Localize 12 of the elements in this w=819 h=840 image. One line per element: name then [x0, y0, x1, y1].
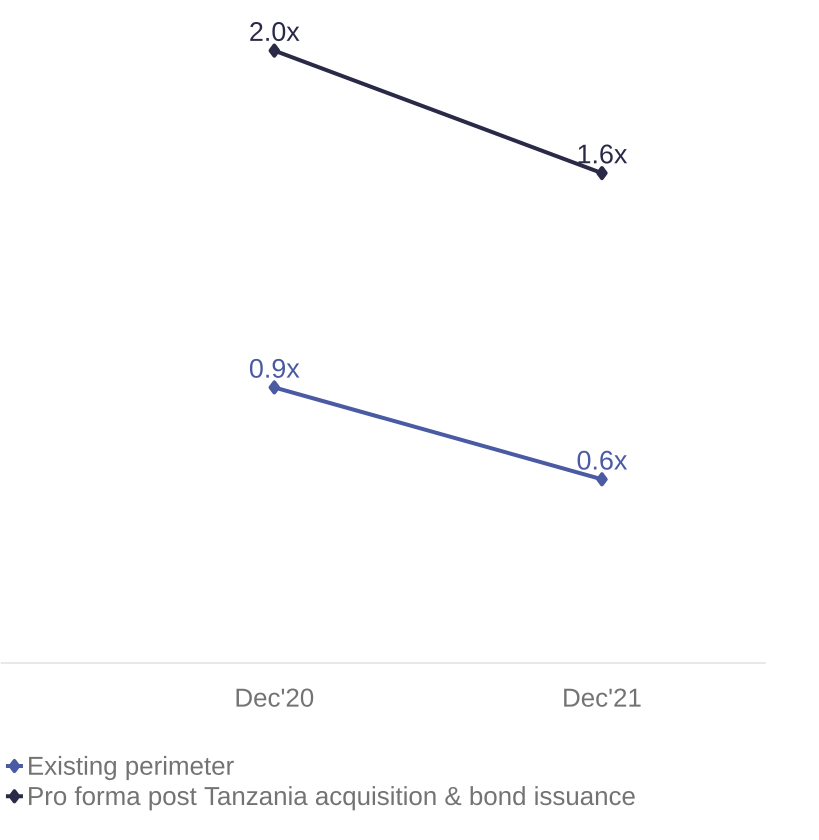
data-label: 1.6x: [578, 144, 628, 164]
point: [268, 380, 280, 394]
point: [596, 472, 608, 486]
point: [596, 166, 608, 180]
x-tick-label: Dec'21: [564, 688, 641, 707]
x-tick-label: Dec'20: [236, 688, 314, 707]
data-label: 0.6x: [578, 450, 628, 470]
legend-label: Pro forma post Tanzania acquisition & bond issuance: [29, 786, 635, 810]
data-label: 2.0x: [250, 22, 300, 42]
data-label: 0.9x: [250, 358, 300, 378]
point: [268, 44, 280, 58]
legend-label: Existing perimeter: [29, 756, 234, 780]
